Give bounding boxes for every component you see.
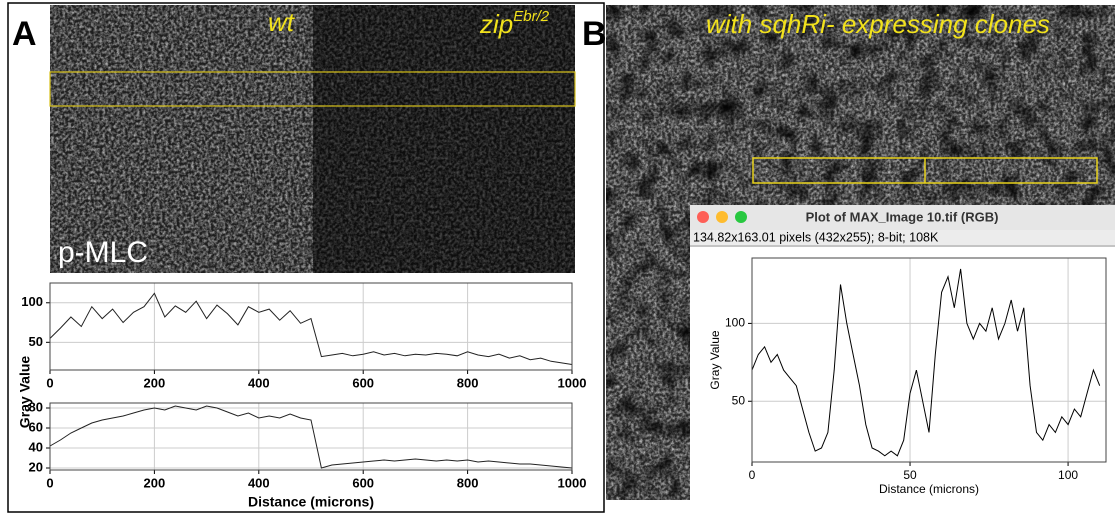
y-tick-label: 50 (29, 334, 43, 349)
x-tick-label: 600 (352, 475, 374, 490)
image-label: wt (268, 7, 296, 37)
y-tick-label: 40 (29, 439, 43, 454)
x-tick-label: 200 (144, 375, 166, 390)
image-label-sup: Ebr/2 (513, 8, 550, 25)
x-tick-label: 400 (248, 475, 270, 490)
y-tick-label: 50 (732, 393, 746, 407)
x-tick-label: 800 (457, 475, 479, 490)
x-tick-label: 0 (749, 468, 756, 482)
x-tick-label: 1000 (558, 375, 587, 390)
window-zoom[interactable] (735, 211, 747, 223)
y-tick-label: 100 (725, 316, 745, 330)
stain-label: p-MLC (58, 236, 148, 269)
window-info: 134.82x163.01 pixels (432x255); 8-bit; 1… (693, 230, 939, 244)
panel-letter: A (12, 15, 37, 53)
x-tick-label: 0 (46, 475, 53, 490)
y-tick-label: 80 (29, 399, 43, 414)
x-axis-label: Distance (microns) (879, 482, 979, 496)
plot-area (50, 403, 572, 470)
x-tick-label: 100 (1058, 468, 1078, 482)
y-tick-label: 100 (21, 294, 43, 309)
x-tick-label: 200 (144, 475, 166, 490)
x-tick-label: 800 (457, 375, 479, 390)
y-tick-label: 60 (29, 419, 43, 434)
image-label-text: zip (479, 9, 513, 39)
micrograph-dim (313, 5, 575, 273)
x-tick-label: 1000 (558, 475, 587, 490)
figure: A wt zipEbr/2 p-MLC Gray Value Distance … (0, 0, 1115, 515)
image-label: with sqhRi- expressing clones (706, 9, 1050, 39)
y-axis-label: Gray Value (708, 330, 722, 389)
x-tick-label: 50 (903, 468, 917, 482)
x-axis-label: Distance (microns) (248, 494, 374, 510)
x-tick-label: 0 (46, 375, 53, 390)
plot-area (50, 283, 572, 370)
window-close[interactable] (697, 211, 709, 223)
y-axis-label: Gray Value (17, 356, 33, 429)
window-title: Plot of MAX_Image 10.tif (RGB) (806, 209, 999, 224)
y-tick-label: 20 (29, 459, 43, 474)
x-tick-label: 400 (248, 375, 270, 390)
panel-letter: B (582, 15, 607, 53)
window-minimize[interactable] (716, 211, 728, 223)
x-tick-label: 600 (352, 375, 374, 390)
